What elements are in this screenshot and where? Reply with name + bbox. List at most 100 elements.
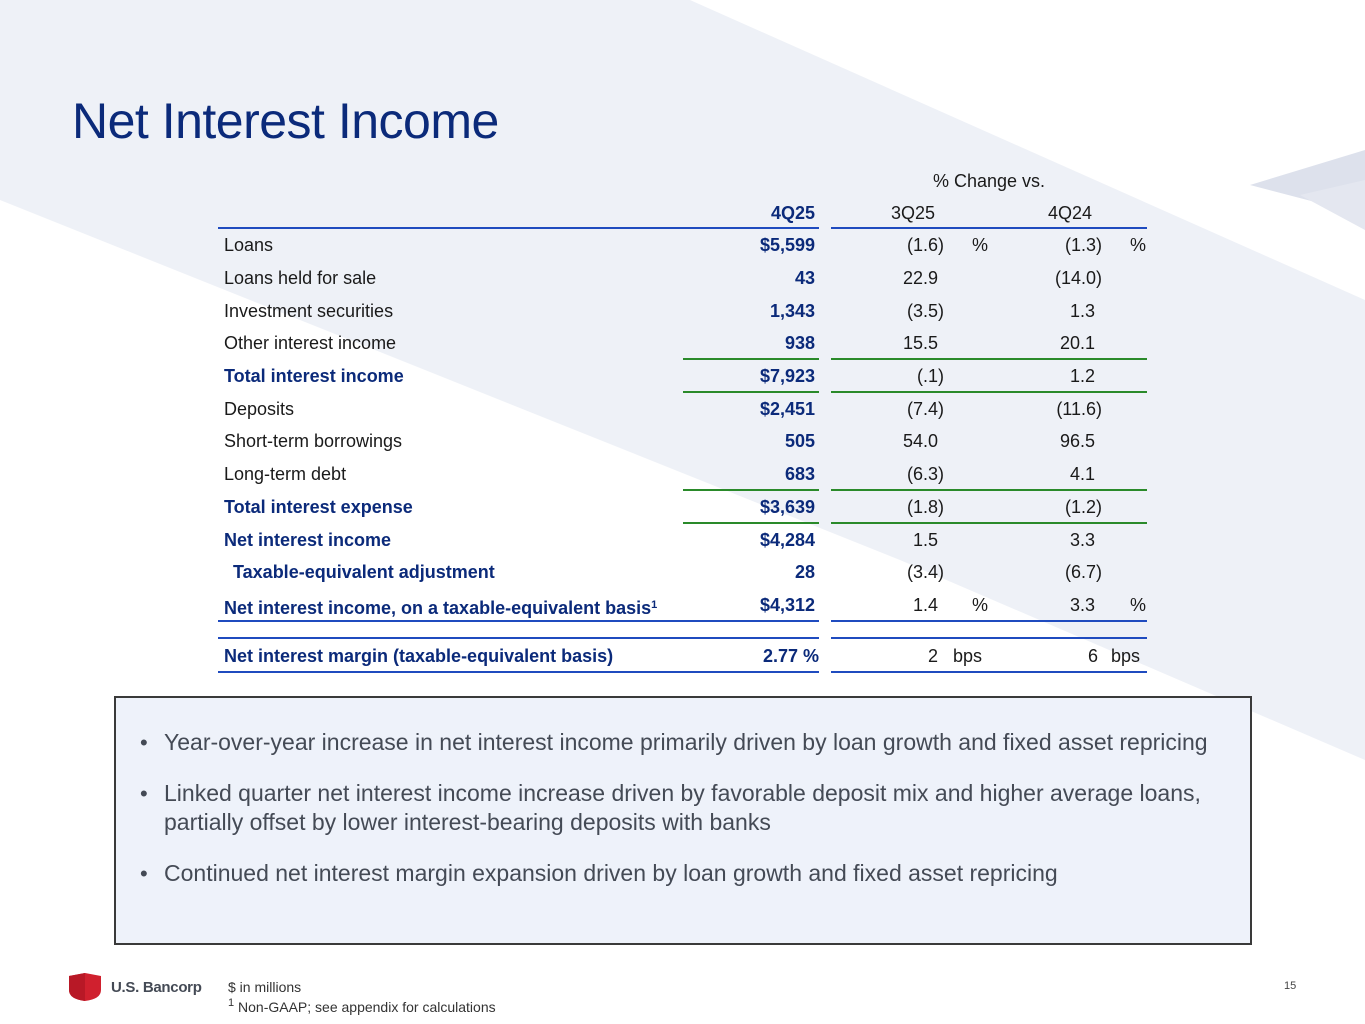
bullet-text: Year-over-year increase in net interest … — [164, 729, 1208, 755]
row-label: Net interest income — [224, 530, 392, 550]
row-value: $5,599 — [759, 235, 815, 255]
footnote-text: Non-GAAP; see appendix for calculations — [238, 999, 496, 1015]
row-change-4q24-unit: bps — [1111, 646, 1141, 666]
row-value: $2,451 — [759, 399, 815, 419]
net-interest-income-table: % Change vs. 4Q25 3Q25 4Q24 Loans $5,599… — [218, 171, 1147, 673]
commentary-box: • Year-over-year increase in net interest… — [114, 696, 1252, 945]
row-change-4q24: (11.6) — [1056, 399, 1102, 419]
total-rule — [218, 620, 819, 622]
col-header-4q25: 4Q25 — [770, 203, 815, 223]
row-change-4q24: 96.5 — [1059, 431, 1095, 451]
row-value: 505 — [784, 431, 815, 451]
total-rule — [831, 522, 1147, 524]
col-header-4q24: 4Q24 — [1048, 203, 1093, 223]
row-change-3q25: (1.8) — [906, 497, 944, 517]
row-change-3q25: 1.4 — [912, 595, 938, 615]
row-label: Taxable-equivalent adjustment — [233, 562, 495, 582]
row-change-3q25: 2 — [927, 646, 938, 666]
total-rule — [831, 391, 1147, 393]
bottom-rule — [218, 671, 819, 673]
row-change-3q25: (1.6) — [906, 235, 944, 255]
row-label: Loans — [224, 235, 274, 255]
row-change-3q25: 1.5 — [912, 530, 938, 550]
row-change-4q24: 4.1 — [1069, 464, 1095, 484]
bullet-dot-icon: • — [140, 730, 148, 755]
bottom-rule — [831, 671, 1147, 673]
total-rule — [831, 620, 1147, 622]
row-value: $4,284 — [759, 530, 815, 550]
bullet-dot-icon: • — [140, 861, 148, 886]
subtotal-rule — [831, 489, 1147, 491]
bullet-dot-icon: • — [140, 781, 148, 806]
header-rule-left — [218, 227, 819, 229]
row-change-3q25-unit: % — [972, 595, 989, 615]
company-logo: U.S. Bancorp — [68, 972, 202, 1002]
row-value: 28 — [794, 562, 815, 582]
row-change-4q24: (1.2) — [1064, 497, 1102, 517]
row-change-3q25: (.1) — [917, 366, 944, 386]
row-label: Net interest margin (taxable-equivalent … — [224, 646, 614, 666]
total-rule — [683, 391, 819, 393]
footnote-marker: 1 — [651, 599, 658, 611]
subtotal-rule — [831, 358, 1147, 360]
page-number: 15 — [1284, 980, 1297, 992]
row-label: Investment securities — [224, 301, 394, 321]
row-label: Loans held for sale — [224, 268, 377, 288]
col-header-3q25: 3Q25 — [891, 203, 936, 223]
section-rule — [218, 637, 819, 639]
row-change-4q24: 20.1 — [1059, 333, 1095, 353]
row-change-4q24: (1.3) — [1064, 235, 1102, 255]
section-rule — [831, 637, 1147, 639]
row-value: $4,312 — [759, 595, 815, 615]
bullet-item: • Year-over-year increase in net interest… — [136, 728, 1210, 757]
row-value: 1,343 — [769, 301, 815, 321]
brand-name: U.S. Bancorp — [111, 978, 202, 996]
row-label: Long-term debt — [224, 464, 347, 484]
row-value: 938 — [784, 333, 815, 353]
header-rule-right — [831, 227, 1147, 229]
row-label: Total interest expense — [224, 497, 413, 517]
row-change-3q25: 54.0 — [902, 431, 938, 451]
row-change-4q24-unit: % — [1130, 595, 1147, 615]
total-rule — [683, 522, 819, 524]
row-change-4q24: 1.2 — [1069, 366, 1095, 386]
subtotal-rule — [683, 489, 819, 491]
bullet-item: • Continued net interest margin expansion… — [136, 859, 1210, 888]
row-value: 43 — [794, 268, 815, 288]
row-change-3q25-unit: bps — [953, 646, 983, 666]
row-label: Other interest income — [224, 333, 397, 353]
row-change-3q25: (6.3) — [906, 464, 944, 484]
row-change-4q24: 3.3 — [1069, 595, 1095, 615]
row-label-text: Net interest income, on a taxable-equiva… — [224, 598, 652, 618]
subtotal-rule — [683, 358, 819, 360]
bullet-item: • Linked quarter net interest income incr… — [136, 779, 1210, 837]
row-change-3q25: (3.4) — [906, 562, 944, 582]
row-change-3q25: 22.9 — [902, 268, 938, 288]
row-change-3q25: (3.5) — [906, 301, 944, 321]
footnote-marker: 1 — [228, 997, 235, 1009]
row-label: Short-term borrowings — [224, 431, 403, 451]
row-change-4q24-unit: % — [1130, 235, 1147, 255]
row-value: $3,639 — [759, 497, 815, 517]
row-change-3q25-unit: % — [972, 235, 989, 255]
row-change-4q24: 1.3 — [1069, 301, 1095, 321]
row-change-3q25: (7.4) — [906, 399, 944, 419]
shield-logo-icon — [69, 973, 101, 1001]
row-change-4q24: (14.0) — [1054, 268, 1102, 288]
bullet-text: Linked quarter net interest income incre… — [164, 780, 1201, 835]
row-value: 683 — [784, 464, 815, 484]
row-value: 2.77 % — [762, 646, 819, 666]
row-change-3q25: 15.5 — [902, 333, 938, 353]
row-change-4q24: 3.3 — [1069, 530, 1095, 550]
row-change-4q24: 6 — [1087, 646, 1098, 666]
row-label: Net interest income, on a taxable-equiva… — [224, 594, 657, 619]
row-change-4q24: (6.7) — [1064, 562, 1102, 582]
row-label: Total interest income — [224, 366, 404, 386]
footnote-nongaap: 1 Non-GAAP; see appendix for calculation… — [228, 997, 496, 1015]
group-header: % Change vs. — [933, 171, 1046, 191]
footnote-units: $ in millions — [228, 979, 302, 995]
row-label: Deposits — [224, 399, 295, 419]
bullet-text: Continued net interest margin expansion … — [164, 860, 1058, 886]
page-title: Net Interest Income — [72, 93, 499, 149]
